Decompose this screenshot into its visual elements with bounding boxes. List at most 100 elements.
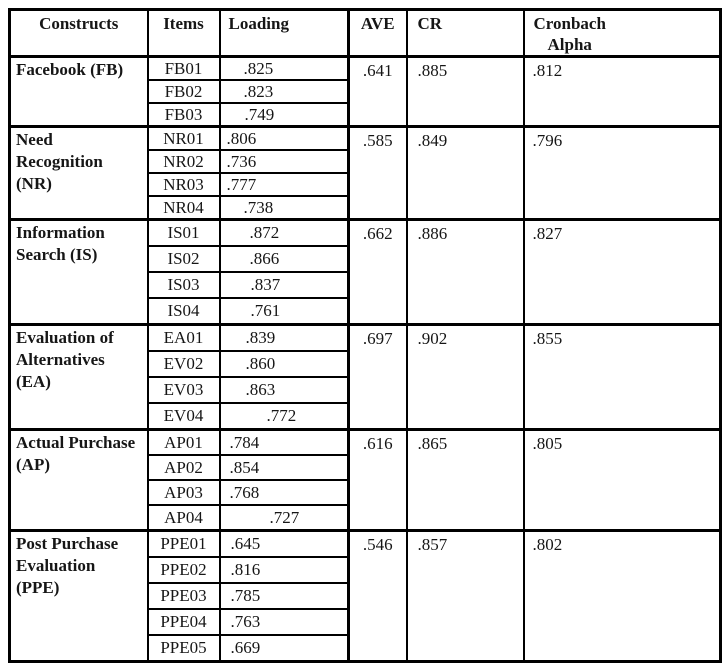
construct-name-cell: Information Search (IS) <box>8 218 149 326</box>
ave-value-cell: .697 <box>347 323 408 431</box>
item-id-cell: EV02 <box>146 350 221 379</box>
loading-value-cell: .761 <box>218 297 350 326</box>
loading-value-cell: .736 <box>218 149 350 175</box>
item-id-cell: AP03 <box>146 479 221 507</box>
table-row: Facebook (FB) FB01.825.641.885.812 <box>8 55 722 128</box>
loading-value-cell: .669 <box>218 634 350 663</box>
loading-value-cell: .738 <box>218 195 350 221</box>
table-row: PPE03.785 <box>10 582 721 611</box>
construct-name-cell: Evaluation of Alternatives (EA) <box>8 323 149 431</box>
ave-value-cell: .616 <box>347 428 408 532</box>
cronbach-alpha-value-cell: .812 <box>522 55 722 128</box>
loading-value-cell: .772 <box>218 402 350 431</box>
loading-value-cell: .763 <box>218 608 350 637</box>
table-row: AP02.854 <box>10 454 721 482</box>
table-row: Post Purchase Evaluation (PPE) PPE01.645.… <box>8 529 722 663</box>
header-cronbach-line2: Alpha <box>547 34 592 54</box>
loading-value-cell: .727 <box>218 504 350 532</box>
table-row: NR04.738 <box>10 195 721 221</box>
cr-value-cell: .865 <box>405 428 525 532</box>
table-row: PPE05.669 <box>10 634 721 663</box>
table-row: IS03.837 <box>10 271 721 300</box>
item-id-cell: NR03 <box>146 172 221 198</box>
construct-name-cell: Need Recognition (NR) <box>8 125 149 221</box>
header-ave: AVE <box>347 8 408 59</box>
header-cronbach-line1: Cronbach <box>533 14 606 33</box>
item-id-cell: PPE01 <box>146 529 221 559</box>
header-items: Items <box>146 8 221 59</box>
item-id-cell: IS04 <box>146 297 221 326</box>
cr-value-cell: .849 <box>405 125 525 221</box>
cronbach-alpha-value-cell: .855 <box>522 323 722 431</box>
item-id-cell: AP01 <box>146 428 221 457</box>
item-id-cell: PPE03 <box>146 582 221 611</box>
cr-value-cell: .902 <box>405 323 525 431</box>
table-row: EV03.863 <box>10 376 721 405</box>
item-id-cell: PPE02 <box>146 556 221 585</box>
cr-value-cell: .886 <box>405 218 525 326</box>
loading-value-cell: .825 <box>218 55 350 82</box>
item-id-cell: FB02 <box>146 79 221 105</box>
cronbach-alpha-value-cell: .827 <box>522 218 722 326</box>
loading-value-cell: .645 <box>218 529 350 559</box>
loading-value-cell: .823 <box>218 79 350 105</box>
cr-value-cell: .857 <box>405 529 525 663</box>
loading-value-cell: .854 <box>218 454 350 482</box>
table-row: FB02.823 <box>10 79 721 105</box>
table-row: NR03.777 <box>10 172 721 198</box>
item-id-cell: FB03 <box>146 102 221 128</box>
header-cronbach-alpha: Cronbach Alpha <box>522 8 722 59</box>
loading-value-cell: .768 <box>218 479 350 507</box>
item-id-cell: IS03 <box>146 271 221 300</box>
cronbach-alpha-value-cell: .805 <box>522 428 722 532</box>
loading-value-cell: .806 <box>218 125 350 152</box>
item-id-cell: NR04 <box>146 195 221 221</box>
ave-value-cell: .585 <box>347 125 408 221</box>
ave-value-cell: .546 <box>347 529 408 663</box>
construct-name-cell: Actual Purchase (AP) <box>8 428 149 532</box>
cronbach-alpha-value-cell: .796 <box>522 125 722 221</box>
construct-name-cell: Facebook (FB) <box>8 55 149 128</box>
loading-value-cell: .837 <box>218 271 350 300</box>
item-id-cell: IS02 <box>146 245 221 274</box>
table-row: Information Search (IS) IS01.872.662.886.… <box>8 218 722 326</box>
cr-value-cell: .885 <box>405 55 525 128</box>
item-id-cell: IS01 <box>146 218 221 248</box>
item-id-cell: PPE05 <box>146 634 221 663</box>
loading-value-cell: .872 <box>218 218 350 248</box>
cronbach-alpha-value-cell: .802 <box>522 529 722 663</box>
header-row: Constructs Items Loading AVE CR Cronbach… <box>8 8 722 59</box>
table-row: Actual Purchase (AP) AP01.784.616.865.805 <box>8 428 722 532</box>
table-row: PPE04.763 <box>10 608 721 637</box>
loading-value-cell: .785 <box>218 582 350 611</box>
loading-value-cell: .866 <box>218 245 350 274</box>
item-id-cell: EV03 <box>146 376 221 405</box>
item-id-cell: EV04 <box>146 402 221 431</box>
item-id-cell: PPE04 <box>146 608 221 637</box>
table-row: EV02.860 <box>10 350 721 379</box>
table-row: AP03.768 <box>10 479 721 507</box>
item-id-cell: EA01 <box>146 323 221 353</box>
loading-value-cell: .839 <box>218 323 350 353</box>
loading-value-cell: .860 <box>218 350 350 379</box>
table-row: NR02.736 <box>10 149 721 175</box>
ave-value-cell: .662 <box>347 218 408 326</box>
table-row: FB03.749 <box>10 102 721 128</box>
loading-value-cell: .784 <box>218 428 350 457</box>
item-id-cell: AP04 <box>146 504 221 532</box>
item-id-cell: NR02 <box>146 149 221 175</box>
table-row: PPE02.816 <box>10 556 721 585</box>
ave-value-cell: .641 <box>347 55 408 128</box>
header-constructs: Constructs <box>8 8 149 59</box>
construct-name-cell: Post Purchase Evaluation (PPE) <box>8 529 149 663</box>
item-id-cell: AP02 <box>146 454 221 482</box>
header-cr: CR <box>405 8 525 59</box>
loading-value-cell: .749 <box>218 102 350 128</box>
table-row: Evaluation of Alternatives (EA) EA01.839.… <box>8 323 722 431</box>
table-row: AP04.727 <box>10 504 721 532</box>
table-row: Need Recognition (NR) NR01.806.585.849.79… <box>8 125 722 221</box>
loading-value-cell: .863 <box>218 376 350 405</box>
loading-value-cell: .777 <box>218 172 350 198</box>
item-id-cell: FB01 <box>146 55 221 82</box>
